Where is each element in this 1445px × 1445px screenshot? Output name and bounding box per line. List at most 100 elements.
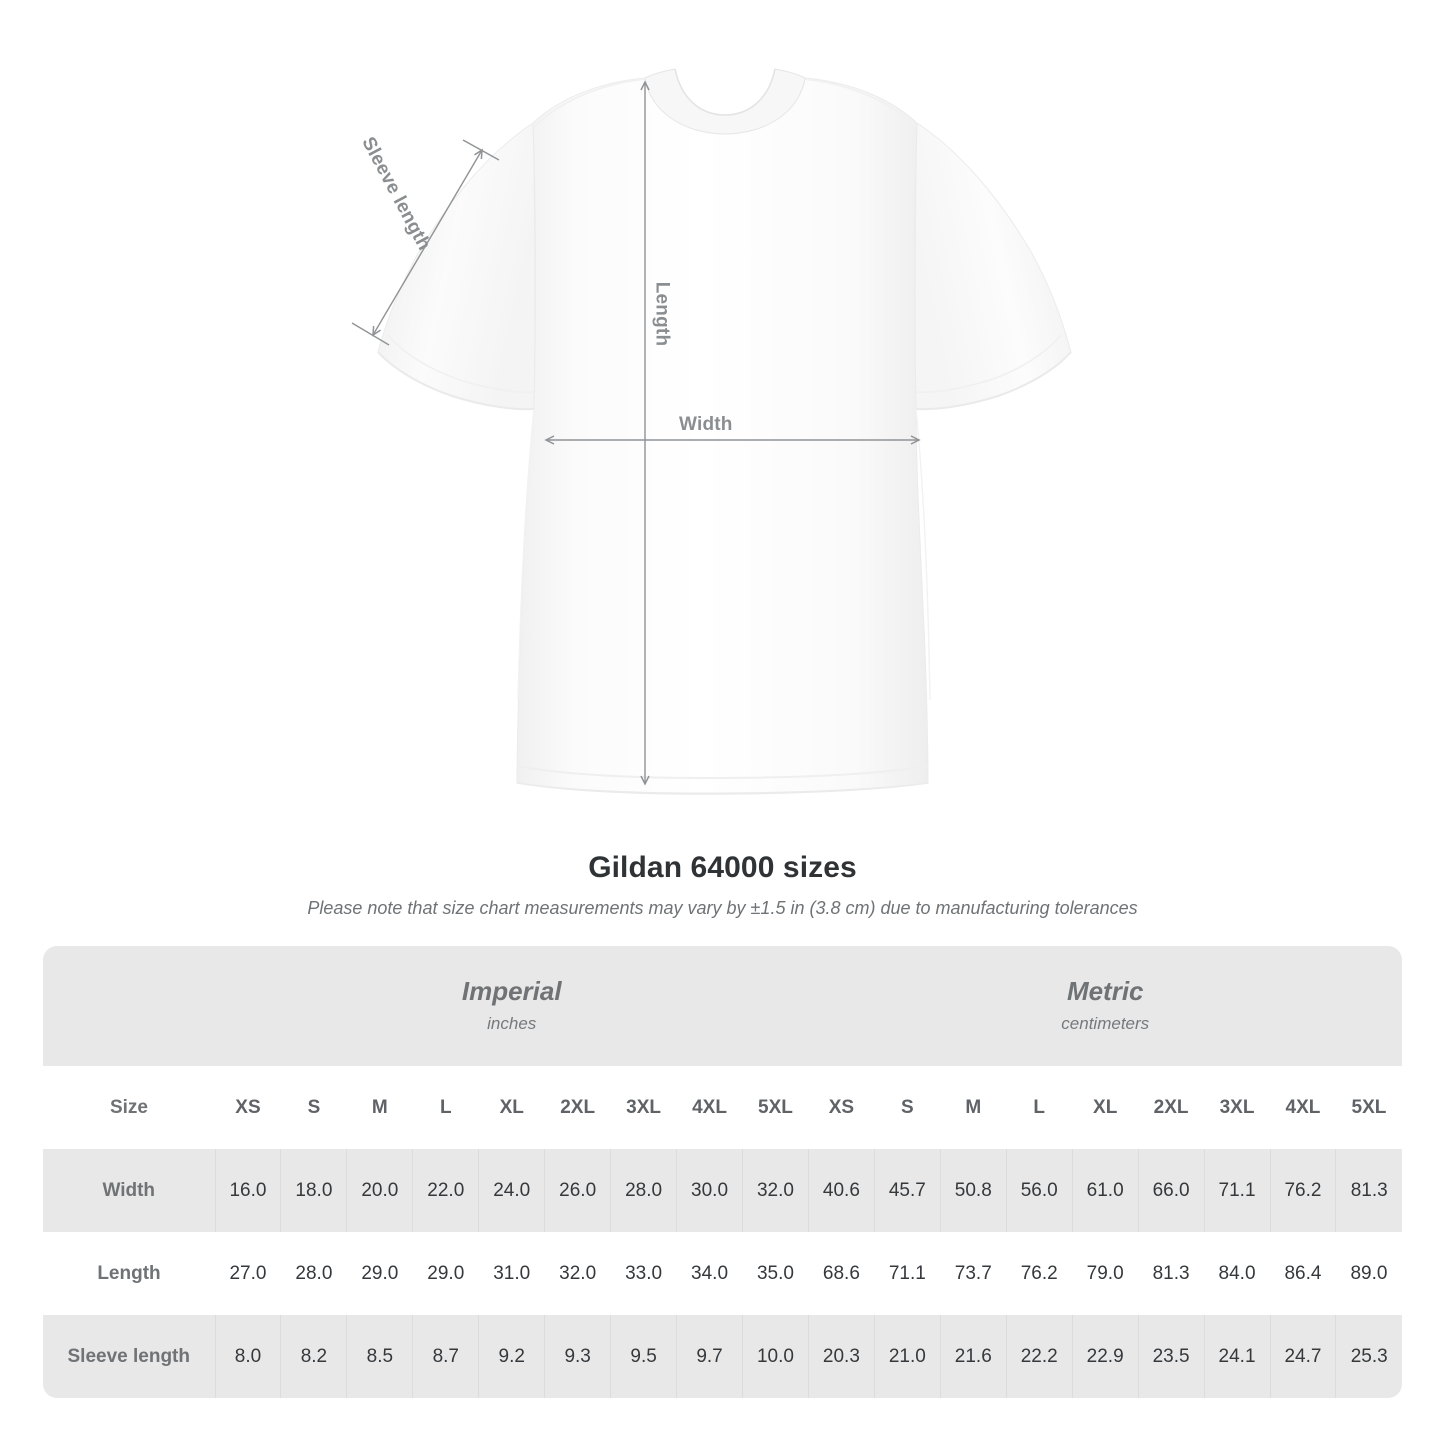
cell-sleeve-length-metric-s: 21.0	[873, 1315, 941, 1398]
cell-length-metric-5xl: 89.0	[1335, 1232, 1403, 1315]
table-corner-label: Size	[43, 1066, 215, 1149]
cell-sleeve-length-metric-l: 22.2	[1005, 1315, 1073, 1398]
cell-length-imperial-4xl: 34.0	[676, 1232, 743, 1315]
table-row-length: Length 27.0 28.0 29.0 29.0 31.0 32.0 33.0 34.0 35…	[43, 1232, 1403, 1315]
cell-length-imperial-l: 29.0	[412, 1232, 479, 1315]
tolerance-note: Please note that size chart measurements…	[307, 898, 1138, 918]
size-header-metric-m: M	[940, 1066, 1007, 1149]
cell-width-metric-m: 50.8	[939, 1149, 1007, 1232]
right-sleeve-hem-fold	[915, 334, 1062, 393]
left-shoulder-seam	[533, 78, 646, 128]
size-header-imperial-xs: XS	[215, 1066, 281, 1149]
row-label-width: Width	[43, 1149, 215, 1232]
cell-sleeve-length-imperial-m: 8.5	[346, 1315, 413, 1398]
cell-length-imperial-xs: 27.0	[215, 1232, 281, 1315]
width-dimension-label: Width	[679, 414, 733, 435]
sleeve-tick-bottom	[351, 322, 390, 346]
cell-sleeve-length-imperial-4xl: 9.7	[676, 1315, 743, 1398]
cell-length-imperial-3xl: 33.0	[610, 1232, 677, 1315]
cell-length-metric-xl: 79.0	[1072, 1232, 1139, 1315]
right-sleeve	[914, 122, 1072, 410]
imperial-unit-name: Imperial	[461, 975, 562, 1006]
unit-banner-row: Imperial inches Metric centimeters	[43, 946, 1403, 1066]
size-chart-table: Imperial inches Metric centimeters Size X…	[43, 946, 1403, 1398]
cell-width-metric-2xl: 66.0	[1137, 1149, 1205, 1232]
cell-sleeve-length-metric-xs: 20.3	[807, 1315, 875, 1398]
collar-inner-edge	[674, 68, 776, 116]
cell-sleeve-length-imperial-xs: 8.0	[214, 1315, 281, 1398]
cell-width-metric-4xl: 76.2	[1269, 1149, 1336, 1232]
size-header-imperial-s: S	[280, 1066, 347, 1149]
sleeve-length-arrow	[372, 148, 483, 337]
size-header-metric-3xl: 3XL	[1204, 1066, 1271, 1149]
cell-width-imperial-l: 22.0	[412, 1149, 479, 1232]
sleeve-tick-top	[462, 139, 500, 161]
right-sleeve-hem	[915, 351, 1072, 411]
size-header-imperial-4xl: 4XL	[676, 1066, 743, 1149]
size-header-metric-5xl: 5XL	[1335, 1066, 1403, 1149]
measurement-arrows	[351, 80, 921, 786]
size-header-metric-2xl: 2XL	[1138, 1066, 1205, 1149]
cell-width-metric-s: 45.7	[873, 1149, 941, 1232]
left-sleeve	[377, 122, 536, 410]
cell-length-imperial-2xl: 32.0	[544, 1232, 611, 1315]
cell-sleeve-length-metric-xl: 22.9	[1071, 1315, 1139, 1398]
row-label-sleeve-length: Sleeve length	[43, 1315, 215, 1398]
cell-length-metric-m: 73.7	[940, 1232, 1007, 1315]
size-chart-table-container: Imperial inches Metric centimeters Size X…	[43, 946, 1403, 1398]
bottom-hem	[516, 765, 929, 780]
cell-width-metric-3xl: 71.1	[1203, 1149, 1271, 1232]
size-header-metric-l: L	[1006, 1066, 1073, 1149]
cell-width-imperial-2xl: 26.0	[544, 1149, 611, 1232]
cell-length-metric-4xl: 86.4	[1270, 1232, 1336, 1315]
cell-width-imperial-4xl: 30.0	[676, 1149, 743, 1232]
cell-width-imperial-3xl: 28.0	[610, 1149, 677, 1232]
row-label-length: Length	[43, 1232, 215, 1315]
length-dimension-label: Length	[651, 281, 673, 347]
cell-length-imperial-5xl: 35.0	[742, 1232, 809, 1315]
cell-sleeve-length-imperial-3xl: 9.5	[610, 1315, 677, 1398]
metric-unit-cell: Metric centimeters	[808, 946, 1403, 1066]
cell-width-imperial-xs: 16.0	[214, 1149, 281, 1232]
imperial-unit-sub: inches	[487, 1014, 537, 1034]
size-header-imperial-xl: XL	[478, 1066, 545, 1149]
cell-length-metric-3xl: 84.0	[1204, 1232, 1271, 1315]
size-header-imperial-3xl: 3XL	[610, 1066, 677, 1149]
cell-length-metric-l: 76.2	[1006, 1232, 1073, 1315]
cell-sleeve-length-imperial-xl: 9.2	[478, 1315, 545, 1398]
page-title: Gildan 64000 sizes	[588, 851, 857, 884]
size-header-imperial-l: L	[412, 1066, 479, 1149]
bottom-edge	[516, 782, 929, 795]
cell-width-metric-xs: 40.6	[807, 1149, 875, 1232]
cell-length-imperial-xl: 31.0	[478, 1232, 545, 1315]
cell-sleeve-length-metric-m: 21.6	[939, 1315, 1007, 1398]
left-sleeve-hem	[377, 351, 535, 411]
cell-sleeve-length-metric-3xl: 24.1	[1203, 1315, 1271, 1398]
right-shoulder-seam	[804, 78, 917, 128]
cell-width-metric-l: 56.0	[1005, 1149, 1073, 1232]
cell-sleeve-length-imperial-2xl: 9.3	[544, 1315, 611, 1398]
cell-width-imperial-s: 18.0	[280, 1149, 347, 1232]
size-header-metric-xs: XS	[808, 1066, 875, 1149]
cell-length-metric-s: 71.1	[874, 1232, 941, 1315]
left-sleeve-hem-fold	[387, 334, 535, 393]
imperial-unit-cell: Imperial inches	[215, 946, 809, 1066]
cell-width-imperial-xl: 24.0	[478, 1149, 545, 1232]
size-header-imperial-2xl: 2XL	[544, 1066, 611, 1149]
unit-banner-spacer	[43, 946, 215, 1066]
cell-sleeve-length-metric-5xl: 25.3	[1335, 1315, 1403, 1398]
metric-unit-name: Metric	[1066, 975, 1144, 1006]
cell-sleeve-length-imperial-5xl: 10.0	[742, 1315, 809, 1398]
table-header-row: Size XS S M L XL 2XL 3XL 4XL 5XL XS S M L XL 2XL 3XL 4XL 5…	[43, 1066, 1403, 1149]
cell-length-metric-2xl: 81.3	[1138, 1232, 1205, 1315]
size-header-imperial-5xl: 5XL	[742, 1066, 809, 1149]
cell-width-imperial-5xl: 32.0	[742, 1149, 809, 1232]
cell-sleeve-length-imperial-l: 8.7	[412, 1315, 479, 1398]
cell-width-metric-5xl: 81.3	[1335, 1149, 1403, 1232]
metric-unit-sub: centimeters	[1061, 1014, 1150, 1034]
size-header-metric-s: S	[874, 1066, 941, 1149]
size-header-imperial-m: M	[346, 1066, 413, 1149]
cell-length-imperial-s: 28.0	[280, 1232, 347, 1315]
cell-width-imperial-m: 20.0	[346, 1149, 413, 1232]
table-row-sleeve-length: Sleeve length 8.0 8.2 8.5 8.7 9.2 9.3 9.5 9.7 10.…	[43, 1315, 1403, 1398]
